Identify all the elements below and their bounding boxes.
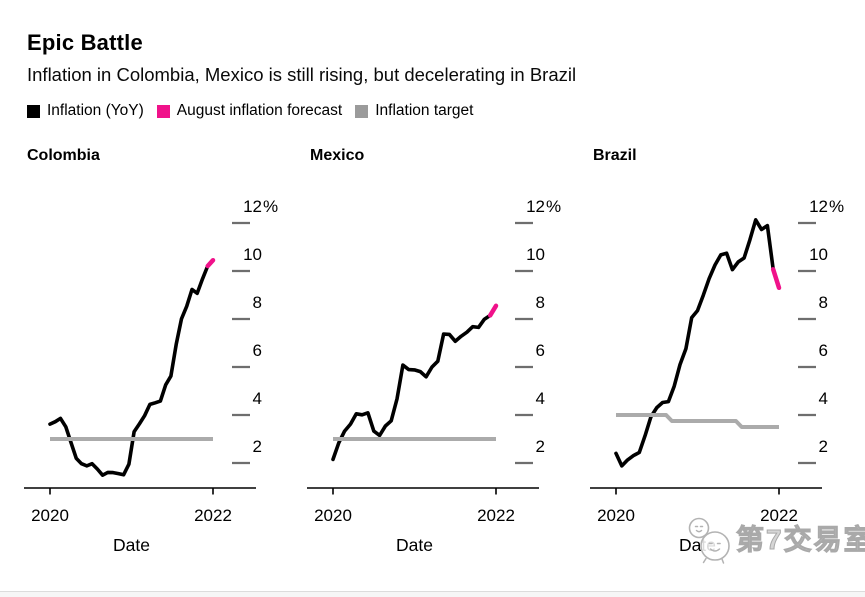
x-axis-title: Date — [396, 535, 433, 555]
y-tick-label: 6 — [253, 341, 262, 360]
inflation-yoy-line — [614, 218, 775, 468]
y-tick-label: 8 — [819, 293, 828, 312]
legend-item-label: August inflation forecast — [176, 102, 343, 119]
y-tick-label: 4 — [253, 389, 262, 408]
watermark: 第7交易室 — [686, 512, 865, 568]
y-tick-label: 12 — [526, 197, 545, 216]
x-axis-title: Date — [113, 535, 150, 555]
panel-title: Mexico — [310, 147, 365, 164]
legend-item-august-forecast: August inflation forecast — [156, 102, 343, 120]
page-title: Epic Battle — [27, 30, 143, 55]
y-tick-label: 8 — [536, 293, 545, 312]
legend-item-inflation-target: Inflation target — [355, 102, 473, 120]
y-tick-label: 2 — [536, 437, 545, 456]
y-axis-unit-label: % — [829, 197, 844, 216]
august-forecast-segment — [487, 303, 499, 318]
y-tick-label: 10 — [243, 245, 262, 264]
x-tick-label: 2020 — [31, 506, 69, 525]
y-tick-label: 8 — [253, 293, 262, 312]
inflation-target-line — [616, 413, 779, 429]
august-forecast-segment — [205, 257, 216, 269]
y-tick-label: 2 — [253, 437, 262, 456]
legend: Inflation (YoY) August inflation forecas… — [27, 102, 473, 120]
august-forecast-swatch-icon — [156, 104, 170, 118]
y-tick-label: 10 — [526, 245, 545, 264]
inflation-yoy-swatch-icon — [27, 104, 40, 118]
panel-colombia: Colombia 12% 10 8 6 4 2 2020 2022 Date — [10, 145, 293, 580]
x-tick-label: 2022 — [760, 506, 798, 525]
wechat-chat-bubbles-icon — [688, 517, 730, 564]
y-tick-label: 4 — [819, 389, 828, 408]
y-axis-unit-label: % — [546, 197, 561, 216]
panel-title: Colombia — [27, 147, 100, 164]
panel-title: Brazil — [593, 147, 637, 164]
page-subtitle: Inflation in Colombia, Mexico is still r… — [27, 64, 577, 85]
x-tick-label: 2022 — [194, 506, 232, 525]
chart-svg-colombia: 12 % 10 8 6 4 2 2020 2022 Date — [24, 197, 278, 555]
x-tick-label: 2022 — [477, 506, 515, 525]
y-tick-label: 12 — [809, 197, 828, 216]
y-tick-label: 4 — [536, 389, 545, 408]
chart-svg-mexico: 12 % 10 8 6 4 2 2020 2022 Date — [307, 197, 561, 555]
y-tick-label: 10 — [809, 245, 828, 264]
legend-item-inflation-yoy: Inflation (YoY) — [27, 102, 144, 120]
legend-item-label: Inflation (YoY) — [47, 102, 144, 119]
y-tick-label: 12 — [243, 197, 262, 216]
inflation-yoy-line — [48, 264, 210, 478]
x-tick-label: 2020 — [314, 506, 352, 525]
y-axis-unit-label: % — [263, 197, 278, 216]
panel-brazil: Brazil 12% 10 8 6 4 2 2020 2022 Date — [576, 145, 859, 580]
y-tick-label: 6 — [819, 341, 828, 360]
watermark-text: 第7交易室 — [736, 524, 865, 556]
august-forecast-segment — [770, 267, 782, 291]
inflation-yoy-line — [331, 313, 492, 462]
y-tick-label: 2 — [819, 437, 828, 456]
legend-item-label: Inflation target — [375, 102, 474, 119]
panel-mexico: Mexico 12% 10 8 6 4 2 2020 2022 Date — [293, 145, 576, 580]
y-tick-label: 6 — [536, 341, 545, 360]
x-tick-label: 2020 — [597, 506, 635, 525]
inflation-target-swatch-icon — [355, 104, 369, 118]
bottom-divider — [0, 591, 865, 597]
